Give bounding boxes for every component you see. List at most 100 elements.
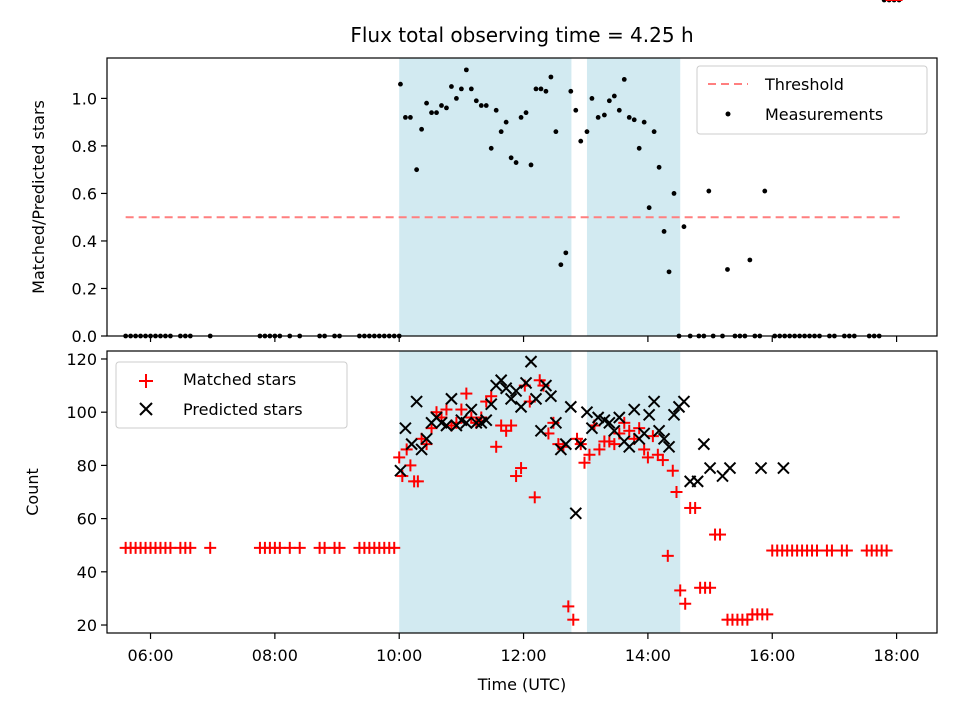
measurement-point <box>626 115 632 120</box>
matched-stars-point <box>578 456 591 469</box>
measurement-point <box>601 112 607 118</box>
predicted-stars-point <box>628 403 641 416</box>
matched-stars-point <box>528 491 541 504</box>
count-y-axis-label: Count <box>23 468 42 516</box>
matched-stars-point <box>608 438 621 451</box>
matched-stars-point <box>393 451 406 464</box>
predicted-stars-point <box>777 461 790 475</box>
measurement-point <box>636 145 642 151</box>
predicted-stars-point <box>652 424 666 438</box>
observing-window-band <box>586 58 681 336</box>
predicted-stars-point <box>662 440 676 453</box>
count-panel: 20 40 60 80 100 120 06:00 08:00 10:00 12:00 14:00… <box>23 0 938 694</box>
y-tick-label: 80 <box>77 456 97 475</box>
measurement-point <box>578 138 584 144</box>
matched-stars-series <box>119 0 903 626</box>
measurement-point <box>463 67 469 73</box>
measurement-point <box>503 119 509 125</box>
x-tick-label: 14:00 <box>625 646 671 665</box>
x-axis-label: Time (UTC) <box>477 675 566 694</box>
predicted-stars-point <box>445 392 458 406</box>
observing-window-shading <box>399 58 681 336</box>
measurement-point <box>493 107 499 113</box>
measurement-point <box>558 262 564 268</box>
measurement-point <box>473 98 479 104</box>
measurement-point <box>651 129 657 135</box>
predicted-stars-point <box>559 437 573 451</box>
measurement-point <box>419 126 424 132</box>
predicted-stars-point <box>499 382 513 395</box>
matched-stars-point <box>293 541 306 554</box>
measurement-point <box>528 162 534 168</box>
predicted-stars-point <box>569 507 582 520</box>
legend-matched-label: Matched stars <box>183 370 296 389</box>
predicted-stars-point <box>603 416 616 430</box>
x-tick-label: 06:00 <box>127 646 173 665</box>
matched-stars-point <box>656 454 669 467</box>
predicted-stars-point <box>574 437 587 451</box>
y-tick-label: 60 <box>77 510 97 529</box>
predicted-stars-point <box>544 390 558 403</box>
matched-stars-point <box>689 501 702 514</box>
measurement-point <box>584 129 590 135</box>
y-tick-label: 0.0 <box>72 327 97 346</box>
measurement-point <box>414 167 420 173</box>
measurement-point <box>483 103 489 108</box>
observing-window-band <box>586 351 681 633</box>
matched-stars-point <box>704 581 717 594</box>
y-tick-label: 0.4 <box>72 232 97 251</box>
predicted-stars-point <box>519 376 533 390</box>
measurement-point <box>468 86 474 92</box>
matched-stars-point <box>460 387 473 400</box>
measurement-point <box>881 0 887 3</box>
predicted-stars-point <box>754 461 768 475</box>
measurement-point <box>706 188 712 194</box>
measurement-point <box>429 110 434 116</box>
y-tick-label: 120 <box>66 350 97 369</box>
predicted-stars-point <box>529 392 543 406</box>
x-tick-label: 16:00 <box>749 646 795 665</box>
ratio-y-axis-label: Matched/Predicted stars <box>29 100 48 294</box>
predicted-stars-point <box>509 384 523 398</box>
matched-stars-point <box>537 379 550 392</box>
matched-stars-point <box>333 541 346 554</box>
predicted-stars-point <box>585 421 599 435</box>
matched-stars-point <box>455 403 468 416</box>
matched-stars-point <box>638 443 651 456</box>
matched-stars-point <box>714 528 727 541</box>
predicted-stars-point <box>637 427 651 440</box>
measurement-point <box>747 257 753 263</box>
predicted-stars-point <box>470 416 483 430</box>
measurement-point <box>478 103 484 108</box>
predicted-stars-point <box>494 374 508 387</box>
legend-predicted-swatch <box>139 402 153 416</box>
observing-window-band <box>399 58 572 336</box>
matched-stars-point <box>440 403 453 416</box>
predicted-stars-point <box>723 461 737 475</box>
measurement-point <box>449 84 454 89</box>
count-panel-frame <box>106 350 938 634</box>
chart-title: Flux total observing time = 4.25 h <box>350 23 693 47</box>
predicted-stars-point <box>399 421 412 435</box>
measurement-point <box>611 93 617 99</box>
measurement-point <box>621 76 627 82</box>
matched-stars-point <box>583 448 596 461</box>
ratio-panel-frame <box>106 57 938 337</box>
measurement-point <box>439 103 444 108</box>
measurement-point <box>563 250 569 256</box>
x-tick-label: 18:00 <box>874 646 920 665</box>
matched-stars-point <box>204 541 217 554</box>
predicted-stars-point <box>591 411 605 424</box>
predicted-stars-point <box>420 432 433 445</box>
measurement-point <box>424 100 429 106</box>
x-tick-label: 08:00 <box>252 646 298 665</box>
measurement-point <box>408 115 413 120</box>
measurement-point <box>762 188 768 194</box>
matched-stars-point <box>567 613 580 626</box>
y-tick-label: 0.8 <box>72 137 97 156</box>
predicted-stars-point <box>480 413 493 427</box>
predicted-stars-point <box>440 419 453 432</box>
predicted-stars-point <box>608 424 621 438</box>
measurement-point <box>403 115 408 120</box>
